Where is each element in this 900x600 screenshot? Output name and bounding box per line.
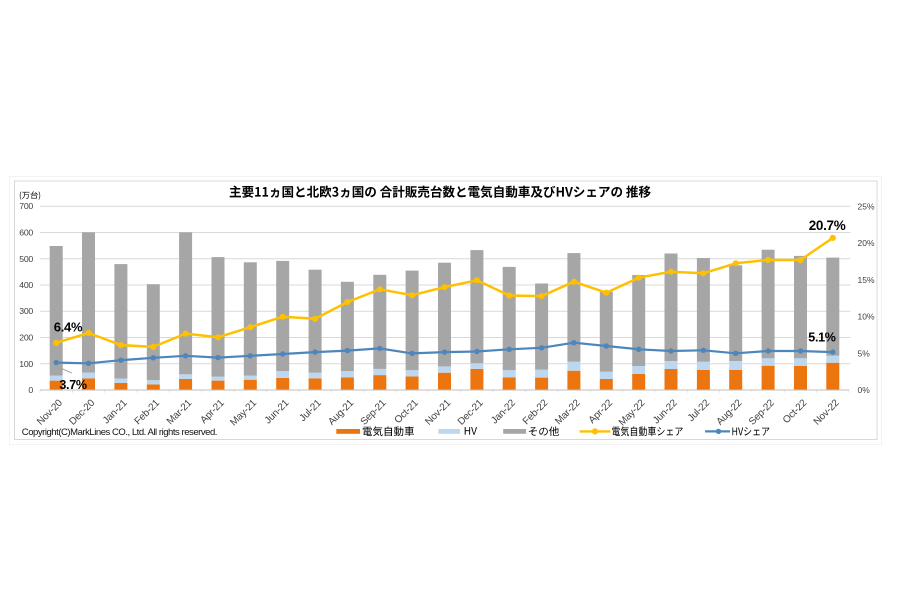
svg-text:25%: 25%	[858, 202, 875, 212]
svg-text:20.7%: 20.7%	[809, 218, 846, 233]
svg-text:3.7%: 3.7%	[59, 378, 86, 392]
svg-text:300: 300	[19, 306, 33, 316]
svg-text:0: 0	[28, 385, 33, 395]
svg-text:5.1%: 5.1%	[808, 331, 835, 345]
svg-text:400: 400	[19, 280, 33, 290]
svg-text:600: 600	[19, 228, 33, 238]
svg-text:200: 200	[19, 333, 33, 343]
svg-text:6.4%: 6.4%	[54, 319, 83, 334]
svg-text:100: 100	[19, 359, 33, 369]
svg-text:5%: 5%	[858, 348, 871, 358]
svg-text:15%: 15%	[858, 275, 875, 285]
svg-text:Copyright(C)MarkLines CO., Ltd: Copyright(C)MarkLines CO., Ltd. All righ…	[22, 427, 217, 438]
svg-text:700: 700	[19, 201, 33, 211]
svg-text:20%: 20%	[858, 238, 875, 248]
svg-text:500: 500	[19, 254, 33, 264]
svg-text:0%: 0%	[858, 385, 871, 395]
svg-text:10%: 10%	[858, 312, 875, 322]
